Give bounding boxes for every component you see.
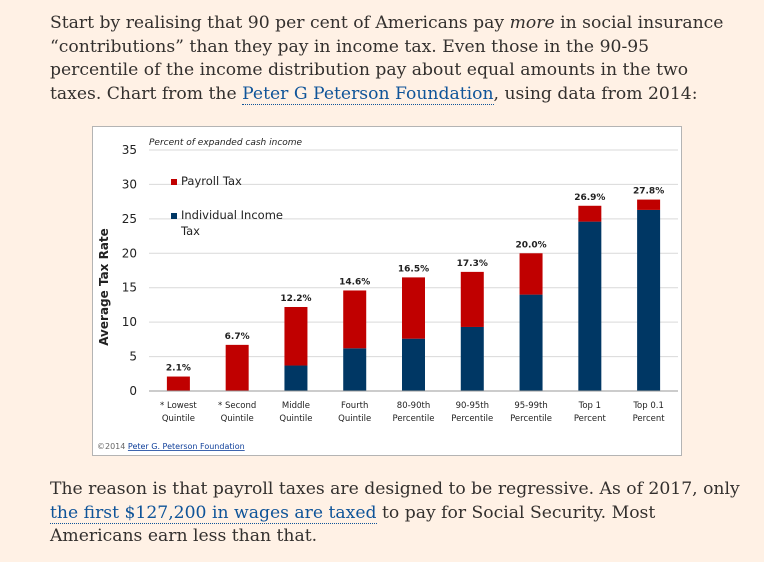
legend-swatch (171, 213, 177, 219)
x-tick-label: * Second Quintile (218, 401, 256, 424)
x-tick-label-line: Quintile (338, 414, 371, 424)
y-axis-label: Average Tax Rate (97, 228, 111, 346)
intro-text-end: , using data from 2014: (493, 83, 698, 104)
data-label-total: 16.5% (398, 264, 429, 274)
x-tick-label-line: Percent (633, 414, 666, 424)
bar-individual-income-tax (578, 221, 602, 391)
y-tick-label: 35 (122, 143, 137, 157)
bar-payroll-tax (343, 290, 367, 349)
data-label-total: 17.3% (457, 259, 488, 269)
chart-title: Percent of expanded cash income (149, 138, 303, 148)
source-link[interactable]: Peter G. Peterson Foundation (128, 442, 245, 451)
x-tick-label: 80-90th Percentile (393, 401, 435, 424)
bar-payroll-tax (637, 199, 661, 210)
x-tick-label: Top 1 Percent (574, 401, 607, 424)
peterson-foundation-link[interactable]: Peter G Peterson Foundation (242, 83, 494, 105)
x-tick-label-line: Quintile (279, 414, 312, 424)
bar-payroll-tax (284, 306, 308, 366)
bar-payroll-tax (225, 344, 249, 391)
x-tick-label-line: Quintile (162, 414, 195, 424)
bar-individual-income-tax (284, 365, 308, 391)
bar-individual-income-tax (519, 294, 543, 391)
x-tick-label: Middle Quintile (279, 401, 312, 424)
bar-payroll-tax (578, 205, 602, 222)
x-tick-label: Top 0.1 Percent (632, 401, 665, 424)
x-tick-label-line: 80-90th (397, 401, 430, 411)
data-label-total: 26.9% (574, 193, 605, 203)
x-tick-label: 95-99th Percentile (510, 401, 552, 424)
bar-individual-income-tax (637, 209, 661, 391)
label-layer: 2.1% * Lowest Quintile 6.7% * Second Quintile… (160, 187, 665, 424)
y-tick-label: 20 (122, 246, 137, 260)
x-tick-label-line: * Second (218, 401, 256, 411)
intro-text-cont: in social insurance “contributions” than… (50, 13, 724, 104)
x-tick-label-line: 95-99th (514, 401, 547, 411)
legend-label: Individual Income (181, 208, 283, 222)
data-label-total: 14.6% (339, 277, 370, 287)
x-tick-label-line: Quintile (221, 414, 254, 424)
legend-label: Tax (180, 224, 200, 238)
explanation-text-end: to pay for Social Security. Most America… (50, 502, 656, 547)
intro-paragraph: Start by realising that 90 per cent of A… (50, 12, 740, 106)
x-tick-label-line: Percentile (451, 414, 493, 424)
x-tick-label-line: 90-95th (456, 401, 489, 411)
explanation-text: The reason is that payroll taxes are des… (50, 479, 740, 499)
bar-individual-income-tax (343, 348, 367, 391)
data-label-total: 6.7% (225, 332, 250, 342)
x-tick-label-line: * Lowest (160, 401, 197, 411)
source-credit: ©2014 Peter G. Peterson Foundation (97, 442, 245, 451)
x-tick-label-line: Top 1 (578, 401, 601, 411)
intro-emphasis: more (509, 13, 555, 33)
x-tick-label-line: Top 0.1 (632, 401, 664, 411)
bar-individual-income-tax (402, 338, 425, 391)
x-tick-label: Fourth Quintile (338, 401, 371, 424)
data-label-total: 2.1% (166, 364, 191, 374)
axis-layer: 0 5 10 15 20 25 30 35 (122, 143, 678, 398)
x-tick-label: 90-95th Percentile (451, 401, 493, 424)
data-label-total: 12.2% (280, 294, 311, 304)
x-tick-label-line: Percent (574, 414, 607, 424)
bar-payroll-tax (402, 277, 425, 339)
y-tick-label: 0 (129, 384, 137, 398)
y-tick-label: 10 (122, 315, 137, 329)
y-tick-label: 25 (122, 212, 137, 226)
legend-swatch (171, 179, 177, 185)
x-tick-label: * Lowest Quintile (160, 401, 197, 424)
bar-payroll-tax (460, 271, 484, 327)
bar-payroll-tax (166, 376, 190, 391)
y-tick-label: 15 (122, 281, 137, 295)
x-tick-label-line: Percentile (393, 414, 435, 424)
y-tick-label: 5 (129, 350, 137, 364)
tax-rate-chart: 0 5 10 15 20 25 30 35 2.1% * Lowest Quintile 6.7% *… (92, 126, 682, 456)
explanation-paragraph: The reason is that payroll taxes are des… (50, 478, 740, 549)
intro-text: Start by realising that 90 per cent of A… (50, 13, 510, 33)
payroll-cap-link[interactable]: the first $127,200 in wages are taxed (50, 502, 377, 524)
legend-label: Payroll Tax (181, 174, 242, 188)
x-tick-label-line: Middle (282, 401, 310, 411)
bar-layer (166, 199, 661, 391)
legend: Payroll Tax Individual Income Tax (171, 174, 283, 238)
y-tick-label: 30 (122, 177, 137, 191)
data-label-total: 20.0% (515, 240, 546, 250)
data-label-total: 27.8% (633, 187, 664, 197)
x-tick-label-line: Percentile (510, 414, 552, 424)
chart-canvas: 0 5 10 15 20 25 30 35 2.1% * Lowest Quintile 6.7% *… (97, 138, 678, 451)
source-prefix: ©2014 (97, 442, 128, 451)
bar-individual-income-tax (460, 326, 484, 391)
bar-payroll-tax (519, 253, 543, 295)
x-tick-label-line: Fourth (341, 401, 368, 411)
